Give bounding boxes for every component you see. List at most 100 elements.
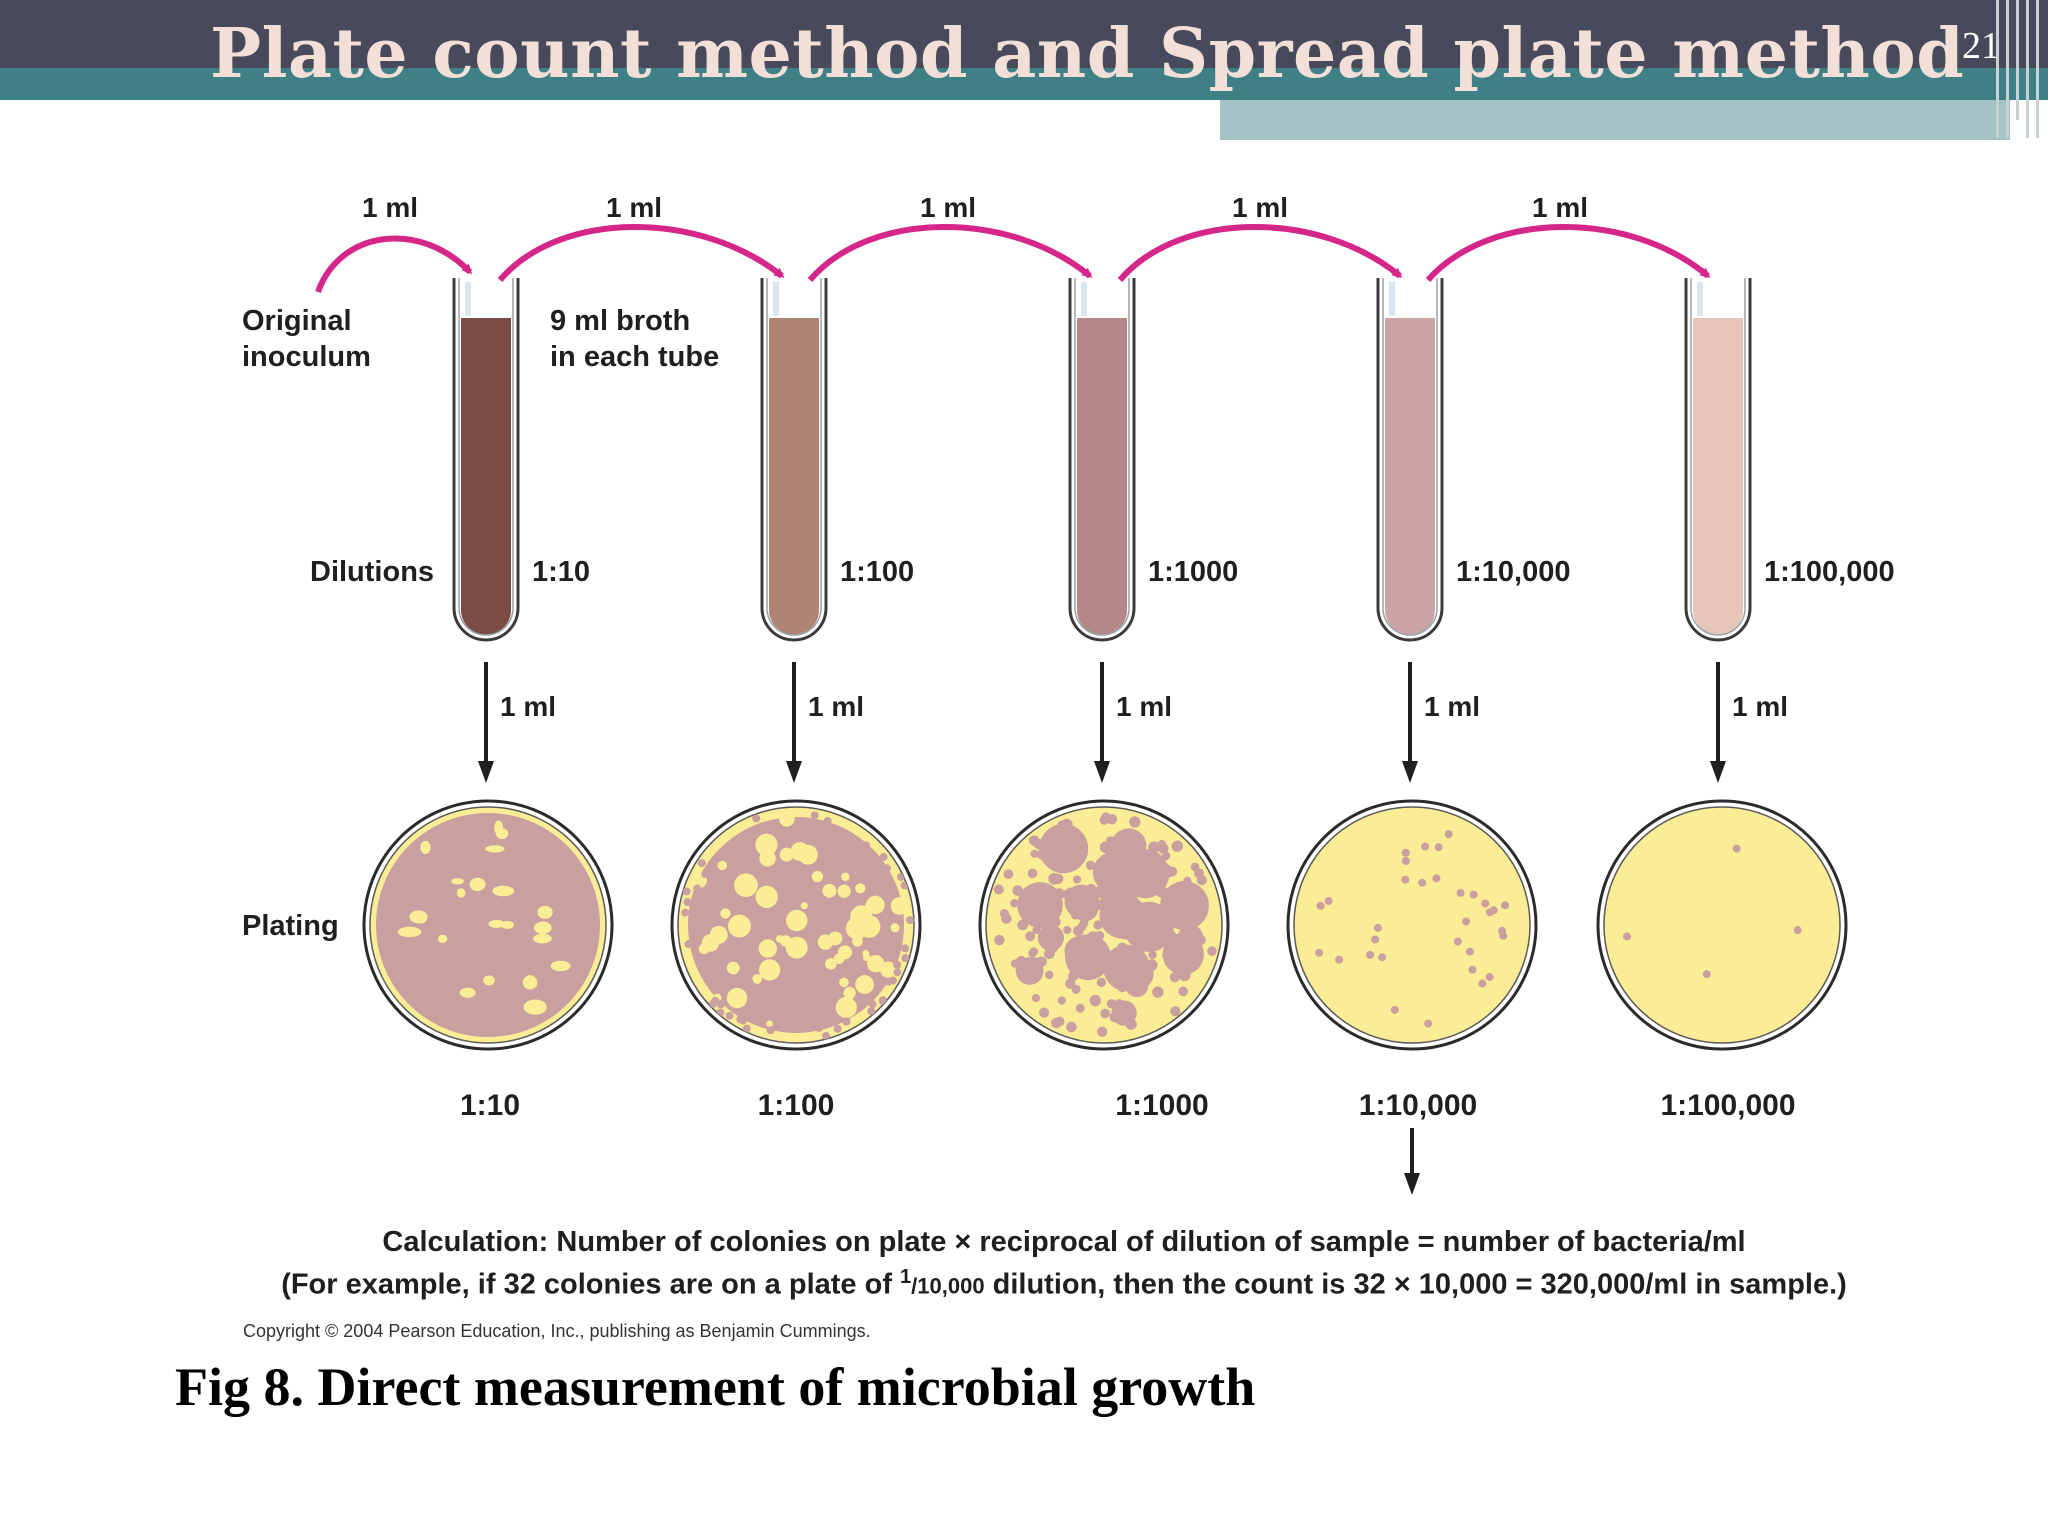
colony [810, 811, 819, 820]
tube-glass [760, 278, 828, 642]
agar-gap [734, 873, 758, 898]
colony [1161, 851, 1171, 861]
colony [1485, 973, 1494, 982]
agar-gap [890, 923, 900, 933]
agar-gap [438, 934, 448, 943]
colony [1373, 923, 1382, 932]
colony [1434, 843, 1443, 852]
colony [1190, 906, 1199, 915]
transfer-label: 1 ml [1532, 192, 1588, 223]
colony [682, 887, 691, 896]
test-tube [1068, 278, 1136, 642]
colony [868, 1000, 877, 1009]
colony [1028, 948, 1037, 958]
agar-gap [855, 883, 866, 894]
colony [1123, 832, 1136, 845]
colony [1015, 965, 1026, 976]
colony [1315, 948, 1324, 957]
plate-row [362, 799, 1848, 1051]
agar-gap [865, 901, 874, 910]
agar-gap [825, 958, 837, 970]
colony [1793, 926, 1802, 935]
agar-gap [533, 921, 552, 934]
agar-gap [727, 914, 751, 938]
transfer-arrow [1117, 224, 1403, 282]
colony [1070, 837, 1080, 848]
transfer-label: 1 ml [606, 192, 662, 223]
agar-gap [837, 884, 851, 898]
colony [1114, 871, 1124, 881]
colony [1003, 869, 1014, 879]
colony [1039, 1007, 1050, 1018]
colony [1142, 857, 1155, 870]
colony [1324, 896, 1333, 905]
agar-gap [839, 977, 849, 988]
test-tube [1684, 278, 1752, 642]
agar-gap [755, 833, 778, 856]
colony [1079, 918, 1089, 928]
colony [1316, 901, 1325, 910]
colony [1155, 885, 1168, 898]
colony [862, 841, 871, 850]
colony [1086, 893, 1096, 904]
colony [1190, 885, 1201, 896]
colony [1106, 999, 1117, 1009]
colony [1185, 943, 1197, 955]
colony [893, 960, 902, 969]
colony [1117, 983, 1127, 993]
colony [1456, 888, 1465, 897]
test-tube [1376, 278, 1444, 642]
colony [1401, 848, 1410, 857]
tube-liquid [769, 318, 819, 635]
transfer-arrow [1425, 224, 1711, 282]
agar-gap [726, 961, 740, 975]
colony [1418, 878, 1427, 887]
colony [681, 908, 690, 917]
decor-line [2006, 0, 2009, 138]
tube-dilution-label: 1:100 [840, 556, 914, 588]
agar-gap [483, 975, 495, 986]
colony [1089, 994, 1101, 1007]
colony [1053, 931, 1064, 942]
agar-gap [758, 939, 777, 958]
colony [1100, 1008, 1110, 1019]
colony [833, 1024, 842, 1033]
colony [1063, 925, 1072, 935]
plate-dilution-label: 1:100 [758, 1089, 835, 1122]
agar-gap [890, 897, 909, 915]
colony [882, 864, 891, 873]
colony [1170, 1006, 1181, 1017]
colony [1152, 986, 1164, 998]
tube-glass [1376, 278, 1444, 642]
colony [1087, 931, 1100, 944]
colony [1153, 934, 1164, 946]
agar-gap [833, 953, 845, 964]
colony [867, 1007, 876, 1016]
agar-gap [492, 885, 515, 897]
colony [1134, 843, 1144, 854]
colony [1119, 967, 1130, 979]
colony [1125, 1018, 1137, 1030]
agar-gap [451, 878, 464, 885]
colony [1051, 1017, 1062, 1029]
agar-gap [841, 872, 850, 882]
header-band-teal [0, 68, 2048, 100]
colony [1017, 919, 1028, 931]
colony [742, 1024, 751, 1033]
colony [993, 884, 1004, 895]
colony [1067, 850, 1077, 860]
decor-line [2036, 0, 2039, 138]
confluent-growth [376, 813, 600, 1037]
colony [1732, 844, 1741, 853]
colony [1072, 875, 1082, 884]
tube-dilution-label: 1:100,000 [1764, 556, 1895, 588]
colony [1065, 978, 1076, 989]
colony [1114, 954, 1125, 964]
agar-gap [843, 986, 856, 1000]
colony [1130, 886, 1141, 897]
colony [1086, 883, 1097, 894]
agar-gap [779, 811, 795, 827]
colony [842, 1017, 851, 1026]
colony [1124, 976, 1133, 985]
colony [1190, 862, 1200, 872]
